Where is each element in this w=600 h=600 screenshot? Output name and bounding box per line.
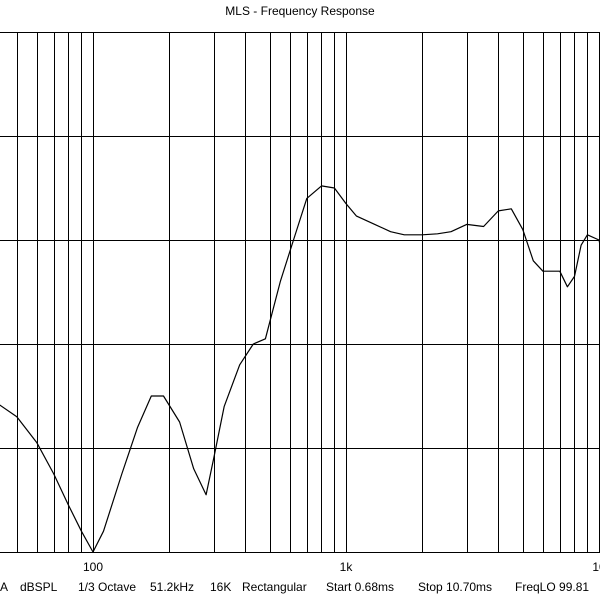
status-freq-lo: FreqLO 99.81 bbox=[515, 580, 590, 594]
status-stop: Stop 10.70ms bbox=[418, 580, 493, 594]
x-tick-label: 100 bbox=[83, 560, 103, 574]
status-units: dBSPL bbox=[20, 580, 58, 594]
status-sample-rate: 51.2kHz bbox=[150, 580, 195, 594]
x-tick-label: 10 bbox=[592, 560, 600, 574]
status-window: Rectangular bbox=[242, 580, 307, 594]
status-fft-size: 16K bbox=[210, 580, 232, 594]
chart-title: MLS - Frequency Response bbox=[225, 4, 375, 18]
status-smoothing: 1/3 Octave bbox=[78, 580, 137, 594]
status-start: Start 0.68ms bbox=[326, 580, 395, 594]
x-tick-label: 1k bbox=[340, 560, 354, 574]
status-bar: A dBSPL 1/3 Octave 51.2kHz 16K Rectangul… bbox=[0, 580, 600, 600]
response-curve bbox=[0, 185, 600, 553]
status-weighting: A bbox=[0, 580, 9, 594]
